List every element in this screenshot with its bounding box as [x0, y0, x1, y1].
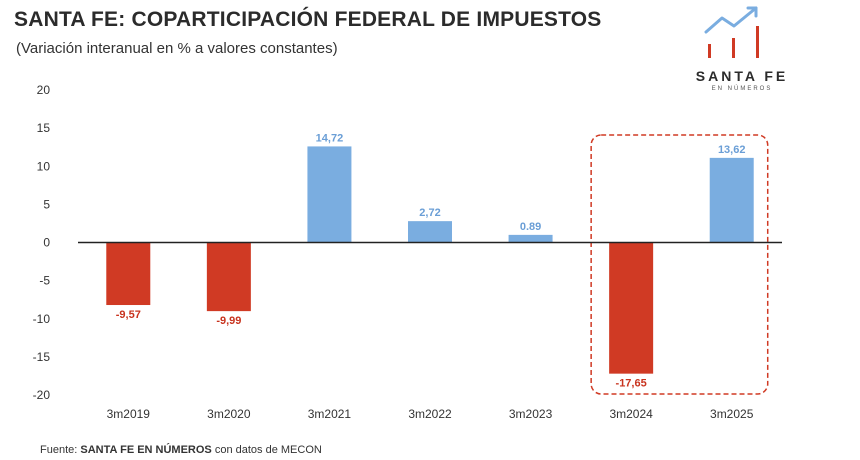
source-separator: : — [74, 444, 81, 456]
y-tick-label: -15 — [33, 350, 51, 364]
growth-chart-icon — [704, 6, 759, 58]
data-label: 2,72 — [419, 207, 440, 219]
x-tick-label: 3m2021 — [308, 407, 352, 421]
bar — [609, 242, 654, 374]
logo-tagline: EN NÚMEROS — [711, 86, 773, 92]
y-tick-label: 15 — [37, 121, 51, 135]
data-label: -17,65 — [616, 378, 647, 390]
chart-title: SANTA FE: COPARTICIPACIÓN FEDERAL DE IMP… — [14, 8, 602, 31]
y-tick-label: 10 — [37, 159, 51, 173]
brand-logo: SANTA FE EN NÚMEROS — [690, 4, 800, 96]
x-tick-label: 3m2019 — [107, 407, 151, 421]
chart-subtitle: (Variación interanual en % a valores con… — [16, 40, 338, 57]
x-tick-label: 3m2024 — [609, 407, 653, 421]
y-tick-label: 5 — [43, 197, 50, 211]
source-rest: con datos de MECON — [211, 444, 322, 456]
bar — [106, 242, 151, 306]
source-org: SANTA FE EN NÚMEROS — [80, 444, 212, 456]
y-tick-label: -5 — [39, 274, 50, 288]
source-note: Fuente: SANTA FE EN NÚMEROS con datos de… — [40, 444, 322, 456]
data-label: 13,62 — [718, 144, 746, 156]
bar — [508, 234, 553, 243]
y-tick-label: -10 — [33, 312, 51, 326]
x-tick-label: 3m2022 — [408, 407, 452, 421]
bar — [307, 146, 352, 243]
y-tick-label: 0 — [43, 236, 50, 250]
data-label: 0.89 — [520, 221, 541, 233]
x-tick-label: 3m2020 — [207, 407, 251, 421]
highlight-frame — [590, 134, 769, 395]
bar — [709, 157, 754, 243]
bar — [408, 221, 452, 243]
data-label: 14,72 — [316, 132, 344, 144]
x-tick-label: 3m2023 — [509, 407, 553, 421]
data-label: -9,57 — [116, 309, 141, 321]
source-label: Fuente — [40, 444, 75, 456]
data-label: -9,99 — [216, 315, 241, 327]
y-tick-label: 20 — [37, 83, 51, 97]
logo-name: SANTA FE — [695, 68, 789, 84]
y-tick-label: -20 — [33, 388, 51, 402]
bar — [206, 242, 251, 312]
bar-chart: 20 15 10 5 0 -5 -10 -15 -20 -9,57 3m2019 -9,99 3m202… — [33, 83, 782, 421]
x-tick-label: 3m2025 — [710, 407, 754, 421]
